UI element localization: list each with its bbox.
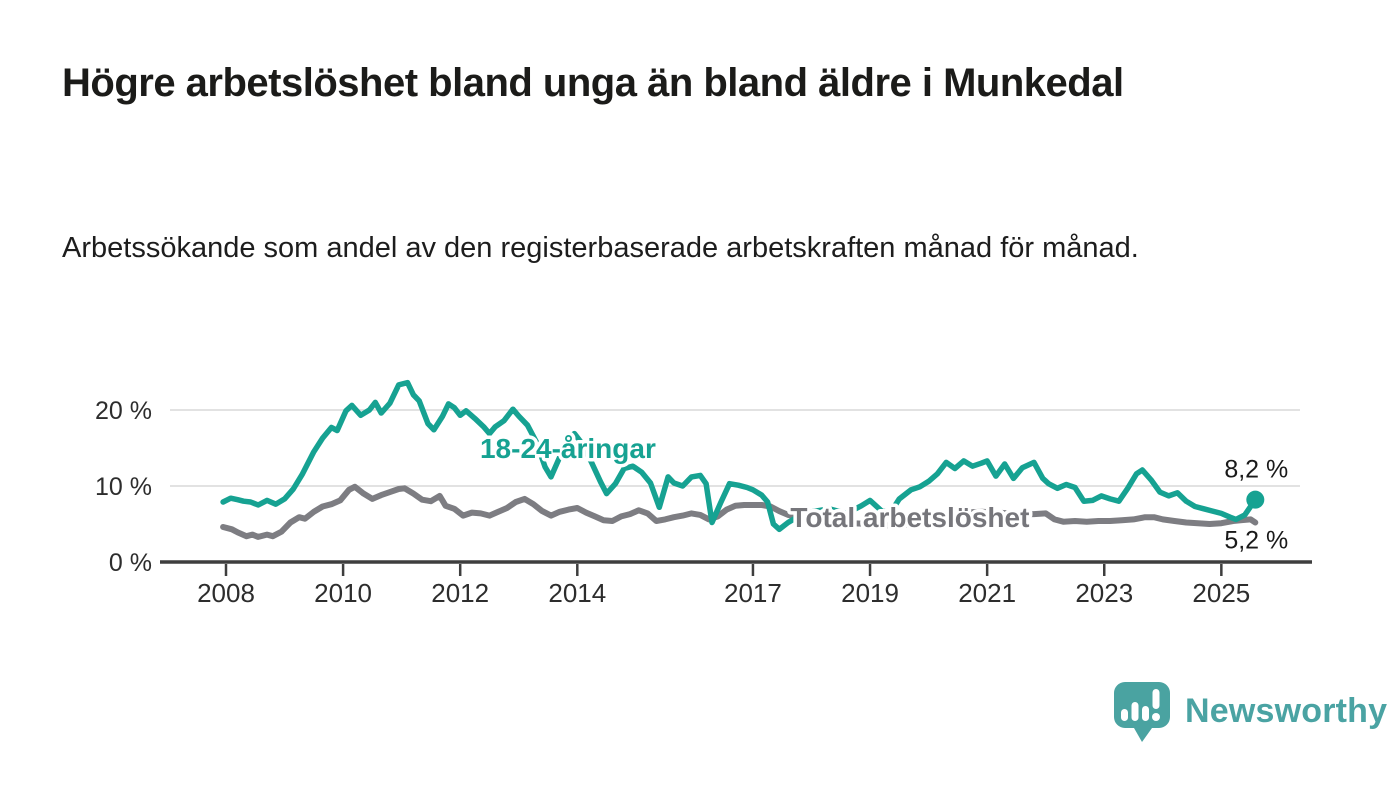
x-axis-tick-label: 2021 xyxy=(958,578,1016,608)
series-end-value-label: 8,2 % xyxy=(1224,456,1288,484)
logo-exclamation-bar xyxy=(1152,689,1160,709)
logo-bar-3 xyxy=(1142,706,1149,721)
series-end-value-label: 5,2 % xyxy=(1224,526,1288,554)
x-axis-tick-label: 2014 xyxy=(548,578,606,608)
y-axis-tick-label: 20 % xyxy=(95,397,152,425)
chart-subtitle: Arbetssökande som andel av den registerb… xyxy=(62,232,1139,264)
x-axis-tick-label: 2025 xyxy=(1192,578,1250,608)
series-label-total-arbetsl-shet: Total arbetslöshet xyxy=(790,502,1029,533)
x-axis-tick-label: 2019 xyxy=(841,578,899,608)
x-axis-tick-label: 2023 xyxy=(1075,578,1133,608)
x-axis-tick-label: 2008 xyxy=(197,578,255,608)
series-line-total-arbetsl-shet xyxy=(220,483,1259,540)
logo-bar-2 xyxy=(1131,702,1139,721)
newsworthy-logo-text: Newsworthy xyxy=(1185,691,1388,730)
x-axis-tick-label: 2012 xyxy=(431,578,489,608)
series-end-dot xyxy=(1246,490,1265,509)
y-axis-tick-label: 10 % xyxy=(95,473,152,501)
page-title: Högre arbetslöshet bland unga än bland ä… xyxy=(62,61,1124,105)
newsworthy-logo: Newsworthy xyxy=(1112,680,1387,742)
logo-exclamation-dot xyxy=(1152,713,1160,721)
x-axis-tick-label: 2017 xyxy=(724,578,782,608)
y-axis-tick-label: 0 % xyxy=(109,549,152,577)
newsworthy-logo-icon xyxy=(1114,682,1170,742)
logo-bar-1 xyxy=(1121,709,1128,721)
series-label-18-24-ringar: 18-24-åringar xyxy=(480,433,656,464)
series-line-18-24-ringar xyxy=(220,379,1259,533)
x-axis-tick-label: 2010 xyxy=(314,578,372,608)
